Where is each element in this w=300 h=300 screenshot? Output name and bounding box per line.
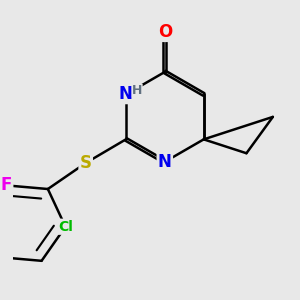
Text: F: F <box>1 176 12 194</box>
Text: Cl: Cl <box>58 220 73 234</box>
Text: S: S <box>80 154 92 172</box>
Text: O: O <box>158 23 172 41</box>
Text: N: N <box>158 153 172 171</box>
Text: H: H <box>132 84 142 97</box>
Text: N: N <box>119 85 133 103</box>
